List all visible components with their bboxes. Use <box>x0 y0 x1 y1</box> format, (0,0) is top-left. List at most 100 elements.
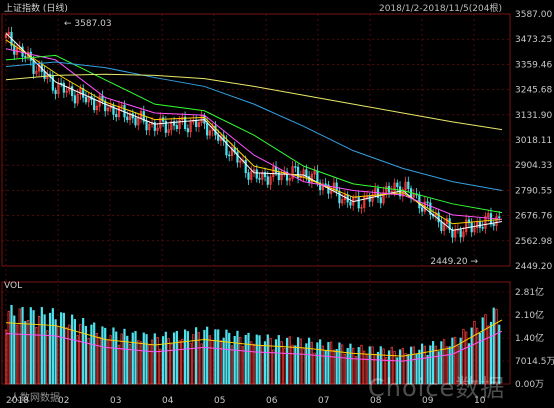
candle-body <box>465 219 468 233</box>
volume-bar <box>319 339 322 385</box>
candle-body <box>236 151 239 163</box>
volume-bar <box>21 307 24 385</box>
candle-body <box>263 172 267 178</box>
candle-body <box>255 169 258 179</box>
volume-bar <box>258 335 261 385</box>
candle-body <box>481 227 484 229</box>
volume-bar <box>418 349 421 385</box>
volume-bar <box>316 342 319 385</box>
candle-body <box>228 154 231 157</box>
volume-y-tick: 2.81亿 <box>515 286 544 298</box>
volume-bar <box>178 340 181 385</box>
volume-bar <box>280 341 283 385</box>
volume-bar <box>60 312 63 385</box>
candle-body <box>316 170 319 184</box>
volume-bar <box>346 347 349 385</box>
candle-body <box>305 169 308 177</box>
volume-y-tick: 0.00万 <box>515 380 544 390</box>
candle-body <box>239 160 242 163</box>
price-y-tick: 2676.76 <box>515 212 552 222</box>
volume-bar <box>476 327 479 385</box>
candle-body <box>84 96 88 103</box>
volume-bar <box>492 307 495 385</box>
candle-body <box>153 122 156 131</box>
volume-bar <box>90 324 93 385</box>
candle-body <box>117 105 121 118</box>
volume-bar <box>117 344 121 385</box>
volume-bar <box>150 339 154 385</box>
candle-body <box>368 196 371 202</box>
candle-body <box>4 34 8 39</box>
candle-body <box>272 166 275 178</box>
candle-body <box>115 113 118 118</box>
candle-body <box>338 190 341 204</box>
volume-bar <box>4 329 8 385</box>
candle-body <box>390 191 393 193</box>
watermark-small: 人数网数据 <box>10 393 60 404</box>
volume-bar <box>71 314 74 385</box>
ma-line-ma5 <box>5 32 503 231</box>
volume-bar <box>445 346 448 385</box>
volume-y-tick: 7014.5万 <box>515 357 554 367</box>
volume-bar <box>401 347 404 385</box>
volume-bar <box>396 357 399 385</box>
volume-bar <box>131 332 134 385</box>
chart-title: 上证指数 (日线) <box>4 4 68 14</box>
volume-bar <box>277 335 280 385</box>
volume-bar <box>495 308 498 385</box>
candle-body <box>387 186 391 193</box>
candle-body <box>65 90 68 93</box>
volume-bar <box>343 353 347 385</box>
volume-bar <box>327 342 330 385</box>
volume-bar <box>321 345 324 385</box>
volume-bar <box>454 336 457 385</box>
price-y-tick: 2790.55 <box>515 186 552 196</box>
x-tick-label: 07 <box>318 396 329 406</box>
volume-bar <box>368 346 371 385</box>
volume-bar <box>404 353 407 385</box>
candle-body <box>357 196 360 209</box>
date-range: 2018/1/2-2018/11/5(204根) <box>378 4 502 14</box>
candle-body <box>294 166 297 168</box>
volume-bar <box>299 338 302 385</box>
candle-body <box>244 159 247 174</box>
volume-bar <box>46 330 49 385</box>
volume-bar <box>82 318 85 385</box>
volume-bar <box>101 326 104 385</box>
volume-bar <box>24 321 27 385</box>
volume-bar <box>407 354 410 385</box>
volume-bar <box>222 337 225 385</box>
volume-bar <box>360 344 363 385</box>
price-y-tick: 3018.11 <box>515 136 552 146</box>
volume-bar <box>470 327 473 385</box>
volume-bar <box>217 329 220 385</box>
volume-bar <box>211 340 214 385</box>
candle-body <box>266 176 269 185</box>
x-tick-label: 2018 <box>6 396 29 406</box>
candle-body <box>313 170 316 175</box>
candle-body <box>104 100 107 112</box>
candle-body <box>382 192 385 204</box>
volume-bar <box>440 341 443 385</box>
x-tick-label: 10 <box>474 396 486 406</box>
candle-body <box>492 223 495 226</box>
volume-bar <box>241 346 245 385</box>
volume-bar <box>423 345 426 385</box>
volume-bar <box>93 322 96 385</box>
candle-body <box>429 202 432 215</box>
volume-bar <box>175 331 178 385</box>
volume-bar <box>239 336 242 385</box>
volume-bar <box>233 335 236 385</box>
candle-body <box>365 196 369 198</box>
x-tick-label: 09 <box>422 396 434 406</box>
price-y-tick: 3131.90 <box>515 111 552 121</box>
volume-bar <box>387 350 391 385</box>
volume-bar <box>451 337 454 385</box>
volume-bar <box>409 346 413 385</box>
volume-bar <box>230 345 234 385</box>
volume-bar <box>255 334 258 385</box>
volume-bar <box>285 337 289 385</box>
volume-bar <box>214 329 217 385</box>
